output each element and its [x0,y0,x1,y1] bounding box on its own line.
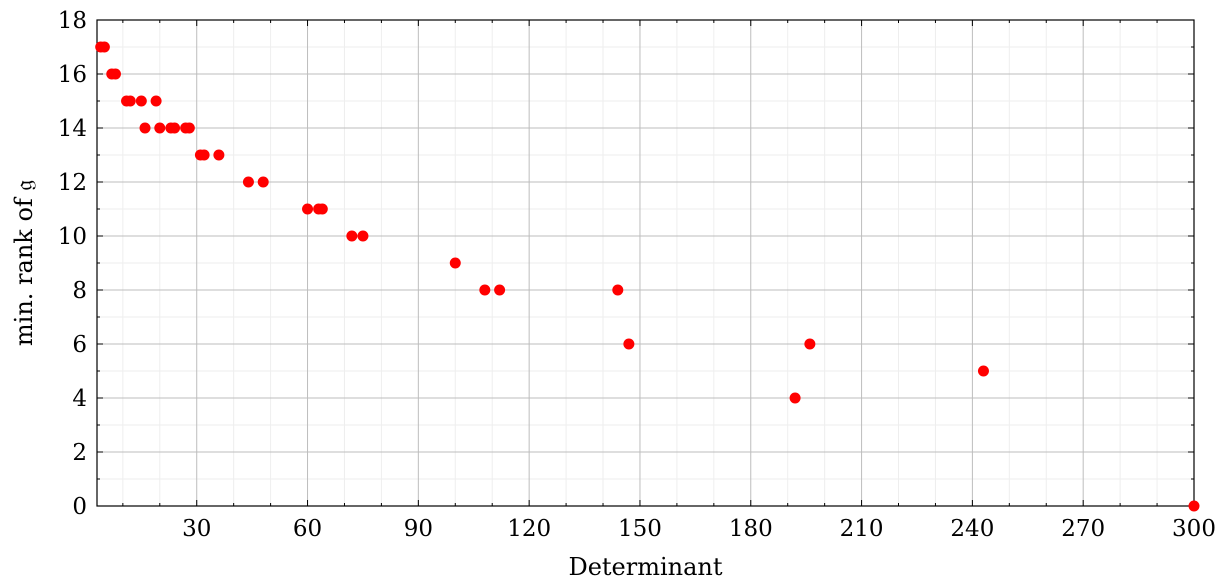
data-point [198,149,210,161]
x-tick-label: 210 [840,516,884,542]
data-point [316,203,328,215]
data-point [494,284,506,296]
data-point [257,176,269,188]
data-point [302,203,314,215]
x-axis-label: Determinant [568,553,722,581]
data-point [357,230,369,242]
data-point [789,392,801,404]
y-tick-label: 18 [58,8,87,34]
data-point [109,68,121,80]
data-point [154,122,166,134]
data-point [346,230,358,242]
x-tick-label: 180 [729,516,773,542]
y-tick-label: 14 [58,116,87,142]
x-tick-label: 60 [293,516,322,542]
x-tick-label: 300 [1172,516,1216,542]
x-tick-label: 150 [618,516,662,542]
y-axis-label: min. rank of 𝔤 [10,180,38,346]
data-point [135,95,147,107]
x-tick-label: 30 [182,516,211,542]
x-tick-label: 270 [1061,516,1105,542]
y-tick-label: 16 [58,62,87,88]
y-tick-label: 2 [72,440,87,466]
y-tick-label: 12 [58,170,87,196]
data-point [139,122,151,134]
data-point [977,365,989,377]
axis-ticks [97,19,1195,507]
x-tick-label: 120 [507,516,551,542]
data-point [449,257,461,269]
data-point [98,41,110,53]
y-tick-label: 4 [72,386,87,412]
x-tick-labels: 30 60 90 120 150 180 210 240 270 300 [182,516,1216,542]
x-tick-label: 240 [950,516,994,542]
data-point [150,95,162,107]
plot-frame [96,19,1195,507]
data-point [1188,500,1200,512]
x-tick-label: 90 [404,516,433,542]
data-point [804,338,816,350]
data-point [183,122,195,134]
y-tick-labels: 0 2 4 6 8 10 12 14 16 18 [58,8,87,520]
data-point [213,149,225,161]
y-tick-label: 0 [72,494,87,520]
data-point [124,95,136,107]
data-point [612,284,624,296]
y-tick-label: 10 [58,224,87,250]
grid [97,19,1195,507]
data-point [242,176,254,188]
data-point [169,122,181,134]
data-points [95,41,1200,512]
y-tick-label: 8 [72,278,87,304]
data-point [479,284,491,296]
data-point [623,338,635,350]
y-tick-label: 6 [72,332,87,358]
